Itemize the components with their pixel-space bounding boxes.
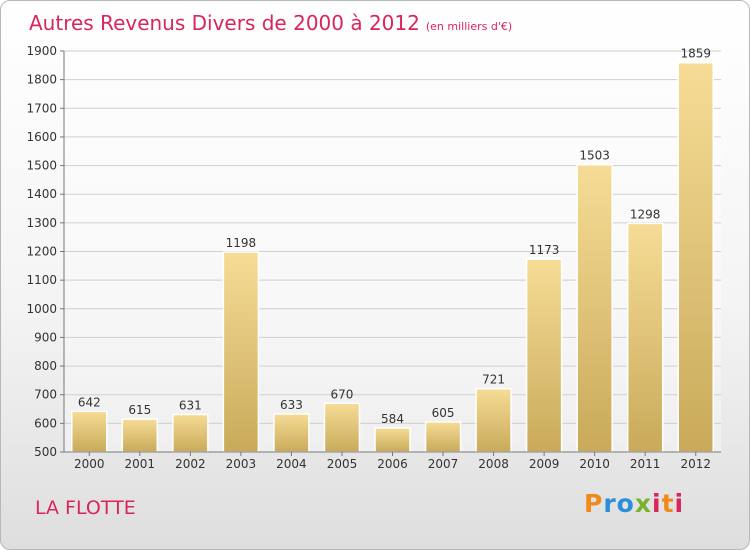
y-tick-label: 1400	[26, 187, 57, 201]
data-label: 615	[128, 403, 151, 417]
bar	[222, 251, 260, 453]
logo-letter: t	[661, 489, 675, 518]
x-tick-label: 2002	[175, 457, 206, 471]
y-tick-label: 1500	[26, 159, 57, 173]
data-label: 1298	[630, 207, 661, 221]
data-label: 633	[280, 398, 303, 412]
y-tick-label: 1300	[26, 216, 57, 230]
data-label: 1173	[529, 243, 560, 257]
data-label: 631	[179, 398, 202, 412]
data-label: 721	[482, 373, 505, 387]
y-tick-label: 700	[34, 388, 57, 402]
x-tick-label: 2012	[680, 457, 711, 471]
y-tick-label: 1700	[26, 101, 57, 115]
x-tick-label: 2009	[529, 457, 560, 471]
bar	[576, 163, 613, 453]
x-tick-label: 2008	[478, 457, 509, 471]
proxiti-logo: Proxiti	[584, 489, 684, 518]
bar	[677, 61, 714, 453]
y-tick-label: 1800	[26, 73, 57, 87]
y-tick-label: 500	[34, 445, 57, 459]
y-tick-label: 1000	[26, 302, 57, 316]
bar	[71, 410, 108, 453]
x-tick-label: 2005	[327, 457, 358, 471]
x-tick-label: 2001	[125, 457, 156, 471]
chart-title: Autres Revenus Divers de 2000 à 2012 (en …	[29, 11, 512, 35]
data-label: 670	[331, 387, 354, 401]
y-tick-label: 1600	[26, 130, 57, 144]
logo-letter: P	[584, 489, 604, 518]
data-label: 642	[78, 395, 101, 409]
bar	[374, 427, 411, 453]
bar	[273, 413, 310, 453]
y-tick-label: 1200	[26, 245, 57, 259]
data-label: 1859	[680, 47, 711, 61]
data-label: 1503	[579, 149, 610, 163]
bar	[475, 387, 512, 453]
y-tick-label: 600	[34, 416, 57, 430]
y-tick-label: 1900	[26, 44, 57, 58]
y-tick-label: 1100	[26, 273, 57, 287]
y-tick-label: 900	[34, 330, 57, 344]
logo-letter: r	[603, 489, 617, 518]
bar	[121, 418, 159, 453]
x-tick-label: 2004	[276, 457, 307, 471]
x-tick-label: 2006	[377, 457, 408, 471]
x-tick-label: 2003	[226, 457, 257, 471]
logo-letter: x	[634, 489, 652, 518]
bar	[525, 258, 563, 453]
location-label: LA FLOTTE	[35, 497, 136, 519]
x-tick-label: 2010	[579, 457, 610, 471]
data-label: 584	[381, 412, 404, 426]
x-tick-label: 2000	[74, 457, 105, 471]
chart-title-text: Autres Revenus Divers de 2000 à 2012	[29, 11, 420, 35]
y-tick-label: 800	[34, 359, 57, 373]
bar	[323, 402, 361, 453]
bar	[424, 421, 462, 453]
bar	[172, 413, 209, 453]
logo-letter: o	[616, 489, 635, 518]
bar	[626, 222, 664, 453]
data-label: 1198	[226, 236, 257, 250]
chart-subtitle: (en milliers d'€)	[425, 20, 513, 33]
logo-letter: i	[652, 489, 662, 518]
x-tick-label: 2007	[428, 457, 459, 471]
x-tick-label: 2011	[630, 457, 661, 471]
logo-letter: i	[674, 489, 685, 518]
data-label: 605	[432, 406, 455, 420]
